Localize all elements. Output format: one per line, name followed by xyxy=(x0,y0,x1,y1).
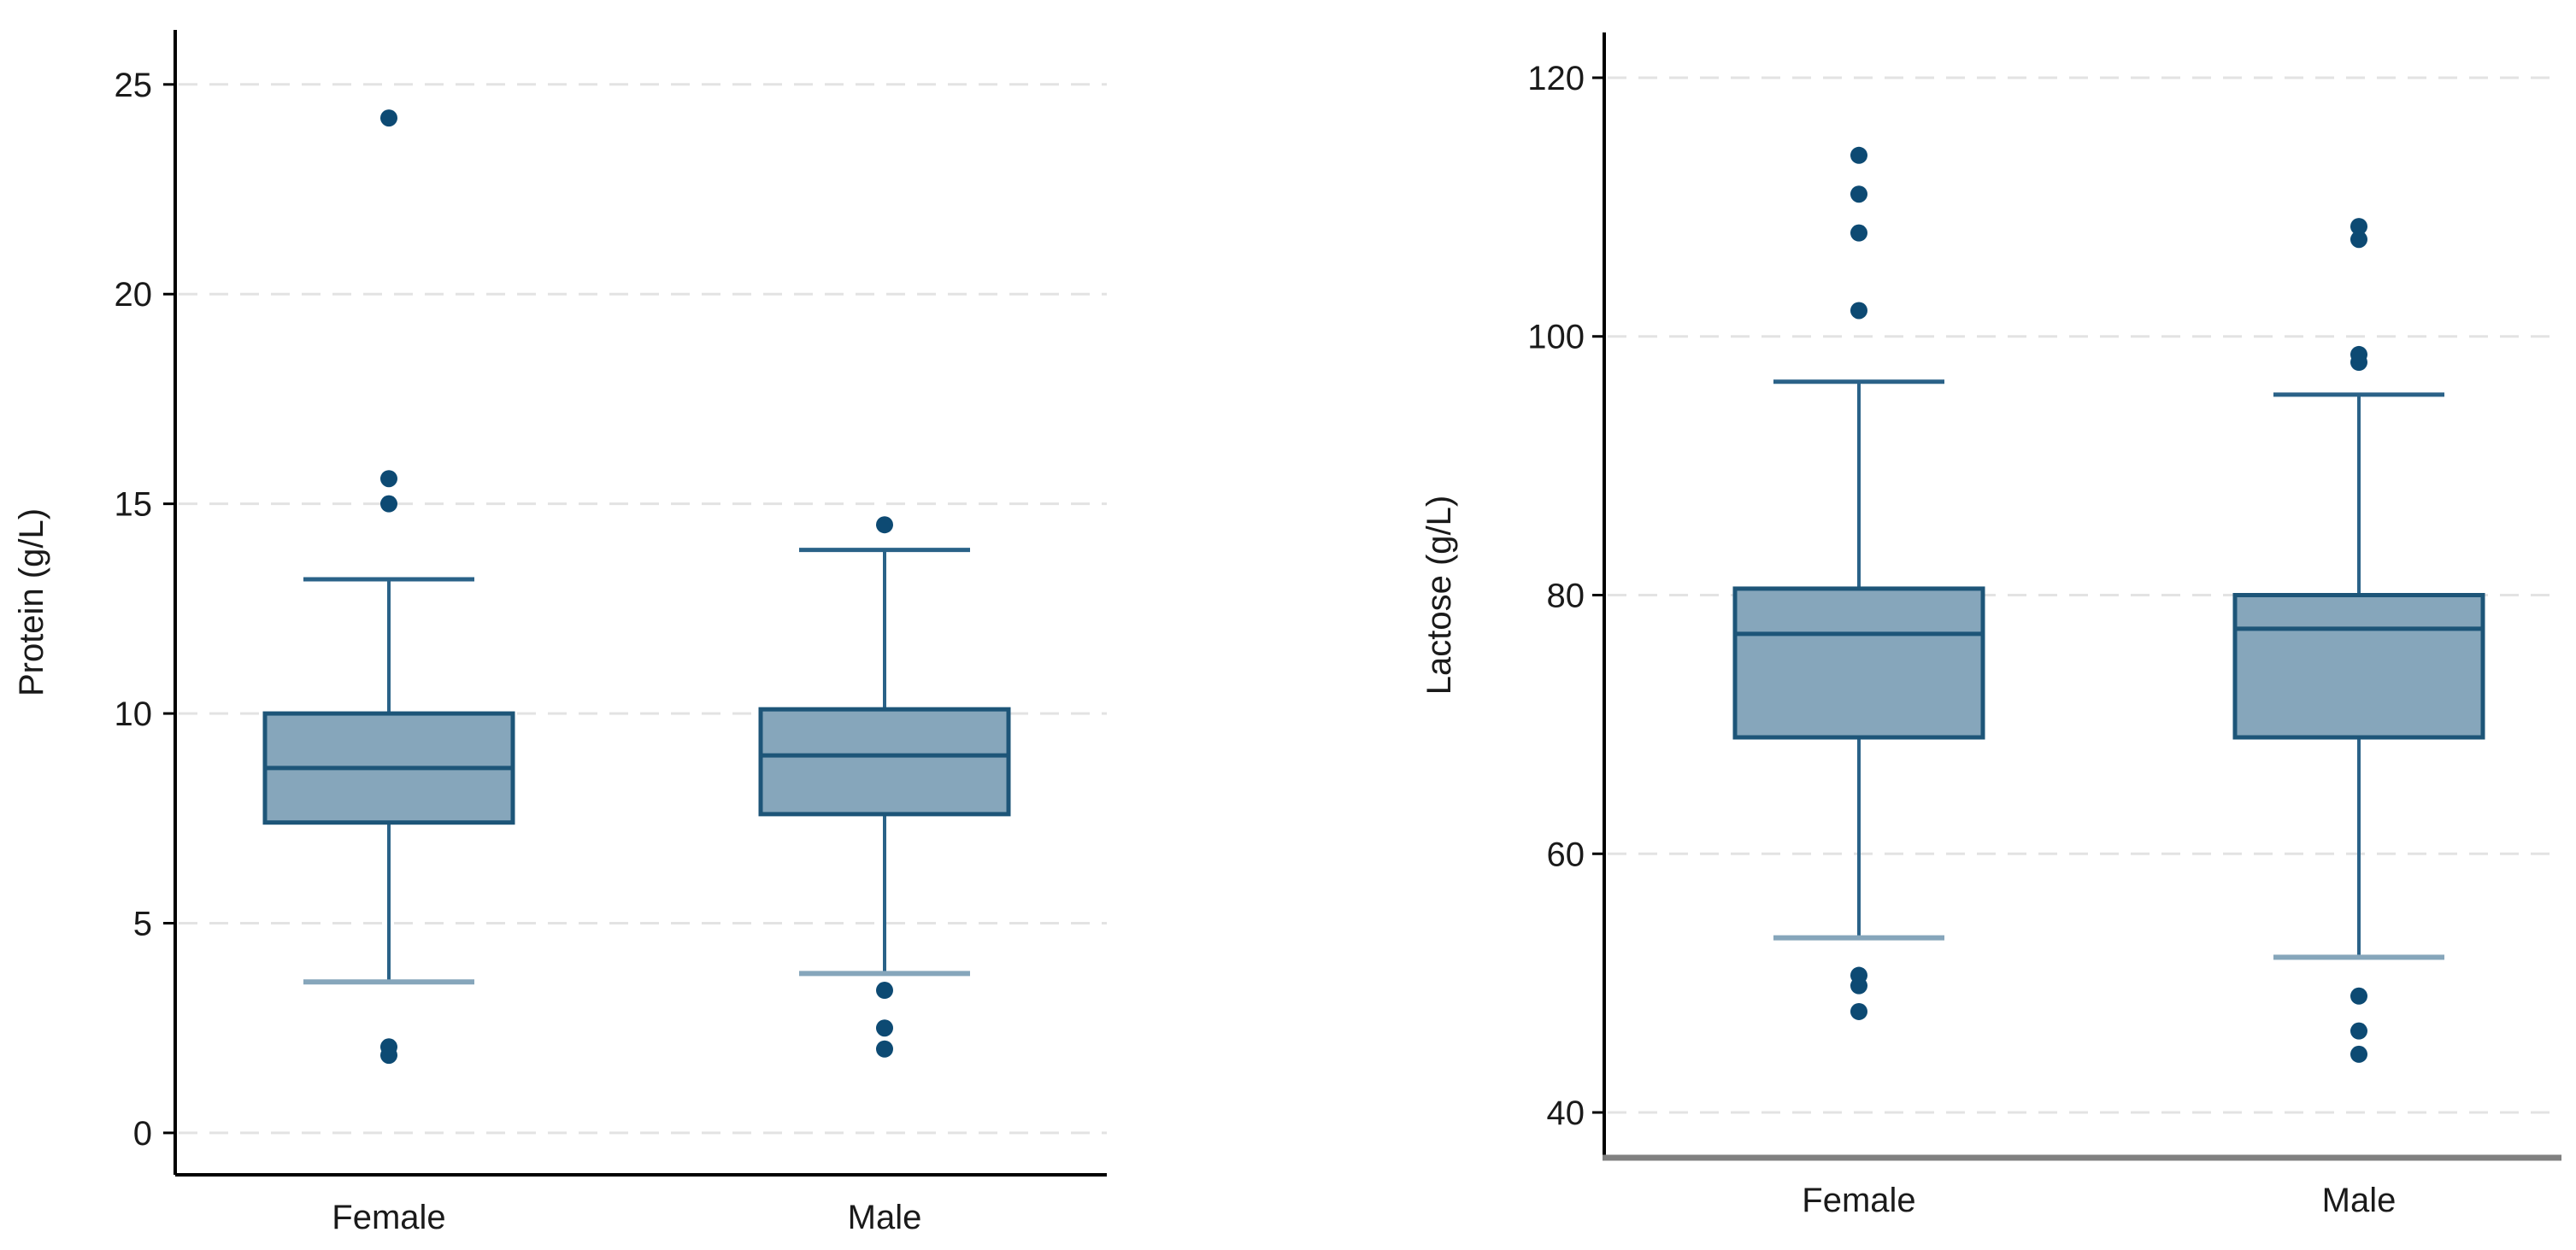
outlier-point xyxy=(876,516,893,534)
y-tick-label: 5 xyxy=(133,905,152,942)
iqr-box xyxy=(1732,586,1985,740)
outlier-point xyxy=(1850,224,1867,242)
outlier-point xyxy=(1850,1002,1867,1020)
y-tick-label: 100 xyxy=(1527,319,1585,356)
y-tick-label: 15 xyxy=(115,486,153,524)
outlier-point xyxy=(2350,987,2367,1005)
outlier-point xyxy=(2350,231,2367,249)
y-tick-label: 120 xyxy=(1527,60,1585,97)
y-tick-label: 80 xyxy=(1547,578,1585,615)
protein-chart-panel: 0 5 10 15 20 25 Protein (g/L) Female Male xyxy=(13,30,1107,1236)
outlier-point xyxy=(380,109,397,127)
outlier-point xyxy=(2350,1022,2367,1040)
outlier-point xyxy=(380,1038,397,1056)
y-tick-label: 20 xyxy=(115,276,153,314)
outlier-point xyxy=(876,1019,893,1037)
outlier-point xyxy=(876,982,893,1000)
iqr-box xyxy=(2232,593,2485,740)
outlier-point xyxy=(1850,185,1867,203)
y-axis-label: Protein (g/L) xyxy=(13,508,50,696)
outlier-point xyxy=(2350,345,2367,363)
y-tick-label: 40 xyxy=(1547,1094,1585,1132)
lactose-chart-panel: 40 60 80 100 120 Lactose (g/L) Female Male xyxy=(1288,0,2576,1250)
lactose-boxplot: 40 60 80 100 120 Lactose (g/L) Female Male xyxy=(1420,32,2561,1219)
y-tick-label: 60 xyxy=(1547,836,1585,873)
y-tick-label: 25 xyxy=(115,67,153,104)
x-category-label: Male xyxy=(2322,1182,2397,1219)
outlier-point xyxy=(876,1040,893,1058)
outlier-point xyxy=(380,470,397,488)
iqr-box xyxy=(758,707,1011,817)
y-tick-label: 10 xyxy=(115,695,153,733)
outlier-point xyxy=(380,495,397,513)
x-category-label: Male xyxy=(848,1199,922,1236)
y-tick-label: 0 xyxy=(133,1115,152,1153)
y-axis-label: Lactose (g/L) xyxy=(1420,496,1458,695)
outlier-point xyxy=(2350,1045,2367,1063)
protein-boxplot: 0 5 10 15 20 25 Protein (g/L) Female Male xyxy=(13,30,1107,1236)
x-category-label: Female xyxy=(332,1199,445,1236)
outlier-point xyxy=(2350,218,2367,236)
outlier-point xyxy=(1850,146,1867,164)
outlier-point xyxy=(1850,966,1867,984)
x-category-label: Female xyxy=(1802,1182,1915,1219)
outlier-point xyxy=(1850,302,1867,320)
